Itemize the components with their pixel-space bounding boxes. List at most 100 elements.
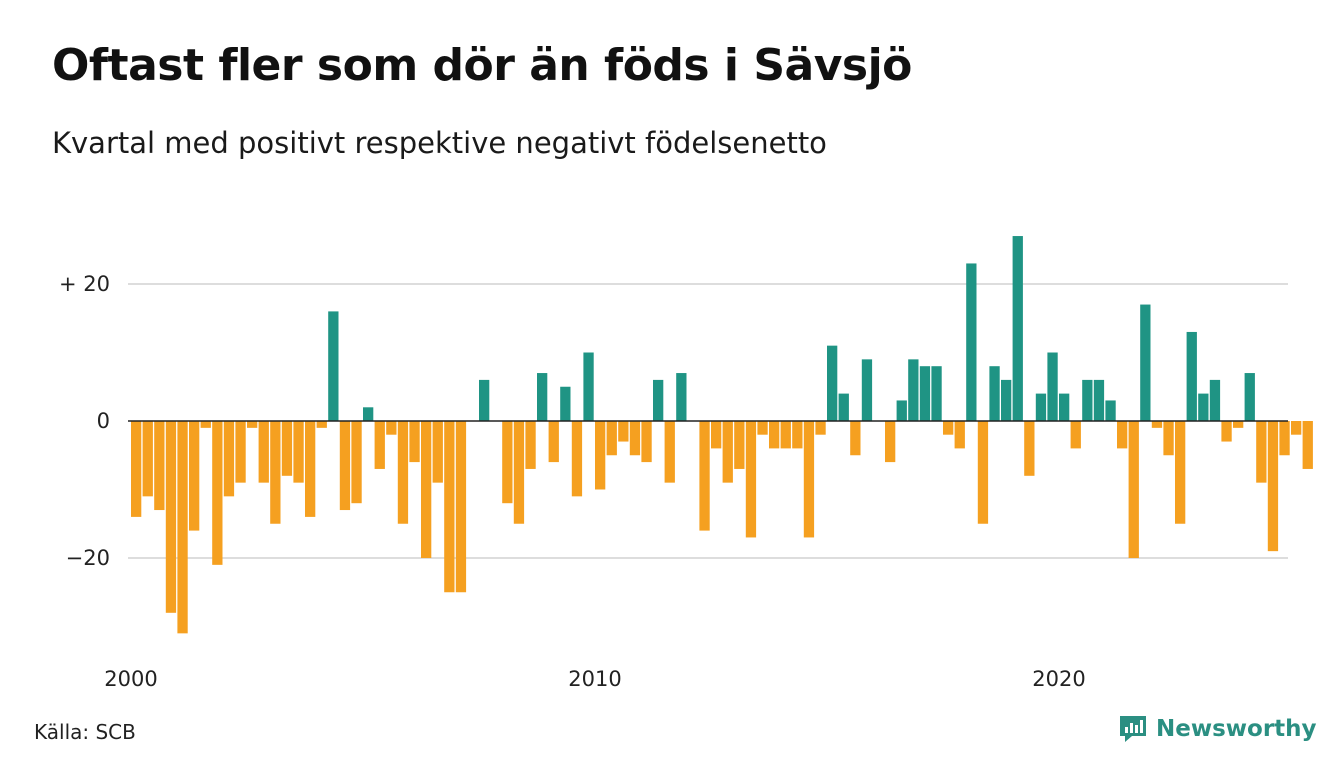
bar-negative [305,421,316,517]
bar-negative [1175,421,1186,524]
brand-name: Newsworthy [1156,716,1317,742]
bar-negative [757,421,768,435]
bar-positive [931,366,942,421]
bar-negative [1291,421,1302,435]
bar-positive [1082,379,1093,421]
bar-negative [131,421,142,517]
bar-positive [653,379,664,421]
bar-negative [769,421,780,449]
bar-negative [618,421,629,442]
bar-positive [479,379,490,421]
bar-positive [676,373,687,421]
bar-negative [1117,421,1128,449]
bar-negative [258,421,269,483]
bar-positive [1012,236,1023,421]
bar-negative [943,421,954,435]
chart-subtitle: Kvartal med positivt respektive negativt… [52,126,827,160]
bar-negative [189,421,200,531]
bar-positive [1186,331,1197,421]
bar-positive [1059,393,1070,421]
chart-title: Oftast fler som dör än föds i Sävsjö [52,40,912,91]
bar-negative [606,421,617,456]
bar-negative [571,421,583,497]
bar-negative [850,421,861,456]
bar-positive [560,386,571,421]
bar-negative [432,421,443,483]
bar-positive [1035,393,1047,421]
bar-negative [339,421,351,511]
bar-positive [363,407,374,421]
y-axis-labels: + 20 0 −20 [59,272,110,570]
bar-negative [212,421,223,565]
bar-negative [177,421,188,634]
bar-positive [1198,393,1209,421]
bar-negative [235,421,246,483]
bar-negative [397,421,409,524]
bar-negative [699,421,710,531]
bar-negative [386,421,397,435]
bar-negative [165,421,177,613]
bar-negative [977,421,989,524]
bar-negative [803,421,815,538]
bar-positive [919,366,931,421]
y-tick-label: 0 [97,409,110,433]
bar-negative [1221,421,1232,442]
bar-negative [200,421,211,428]
bar-positive [1105,400,1116,421]
bar-negative [351,421,362,504]
bar-positive [1140,304,1151,421]
bar-negative [1267,421,1279,552]
brand-logo: Newsworthy [1118,714,1317,744]
bar-negative [223,421,235,497]
bar-negative [734,421,745,469]
bar-positive [861,359,873,421]
bar-negative [409,421,420,463]
bar-negative [745,421,757,538]
bar-negative [154,421,165,511]
bar-negative [641,421,652,463]
bar-negative [374,421,385,469]
bars [131,236,1313,634]
x-axis-labels: 2000 2010 2020 [104,667,1085,691]
bar-negative [711,421,722,449]
bar-negative [664,421,675,483]
x-tick-label: 2010 [568,667,621,691]
bar-positive [827,345,838,421]
bar-negative [1302,421,1313,469]
bar-negative [548,421,559,463]
bar-negative [142,421,153,497]
bar-negative [270,421,281,524]
newsworthy-logo-icon [1120,716,1146,742]
bar-negative [293,421,304,483]
bar-negative [1279,421,1290,456]
bar-negative [792,421,803,449]
bar-positive [838,393,849,421]
bar-positive [1209,379,1221,421]
bar-negative [722,421,733,483]
bar-positive [1001,379,1012,421]
bar-negative [421,421,432,558]
bar-negative [316,421,327,428]
bar-negative [1256,421,1267,483]
bar-negative [513,421,525,524]
bar-positive [583,352,594,421]
bar-negative [1163,421,1174,456]
bar-positive [966,263,977,421]
y-tick-label: + 20 [59,272,110,296]
bar-positive [1244,373,1255,421]
bar-positive [537,373,548,421]
bar-negative [525,421,536,469]
bar-negative [1070,421,1081,449]
source-label: Källa: SCB [34,720,136,744]
bar-negative [780,421,791,449]
bar-negative [885,421,896,463]
bar-negative [1128,421,1139,558]
bar-positive [896,400,907,421]
bar-positive [989,366,1000,421]
bar-negative [444,421,455,593]
bar-negative [1151,421,1163,428]
gridlines [128,283,1288,559]
bar-negative [954,421,965,449]
x-tick-label: 2020 [1032,667,1085,691]
